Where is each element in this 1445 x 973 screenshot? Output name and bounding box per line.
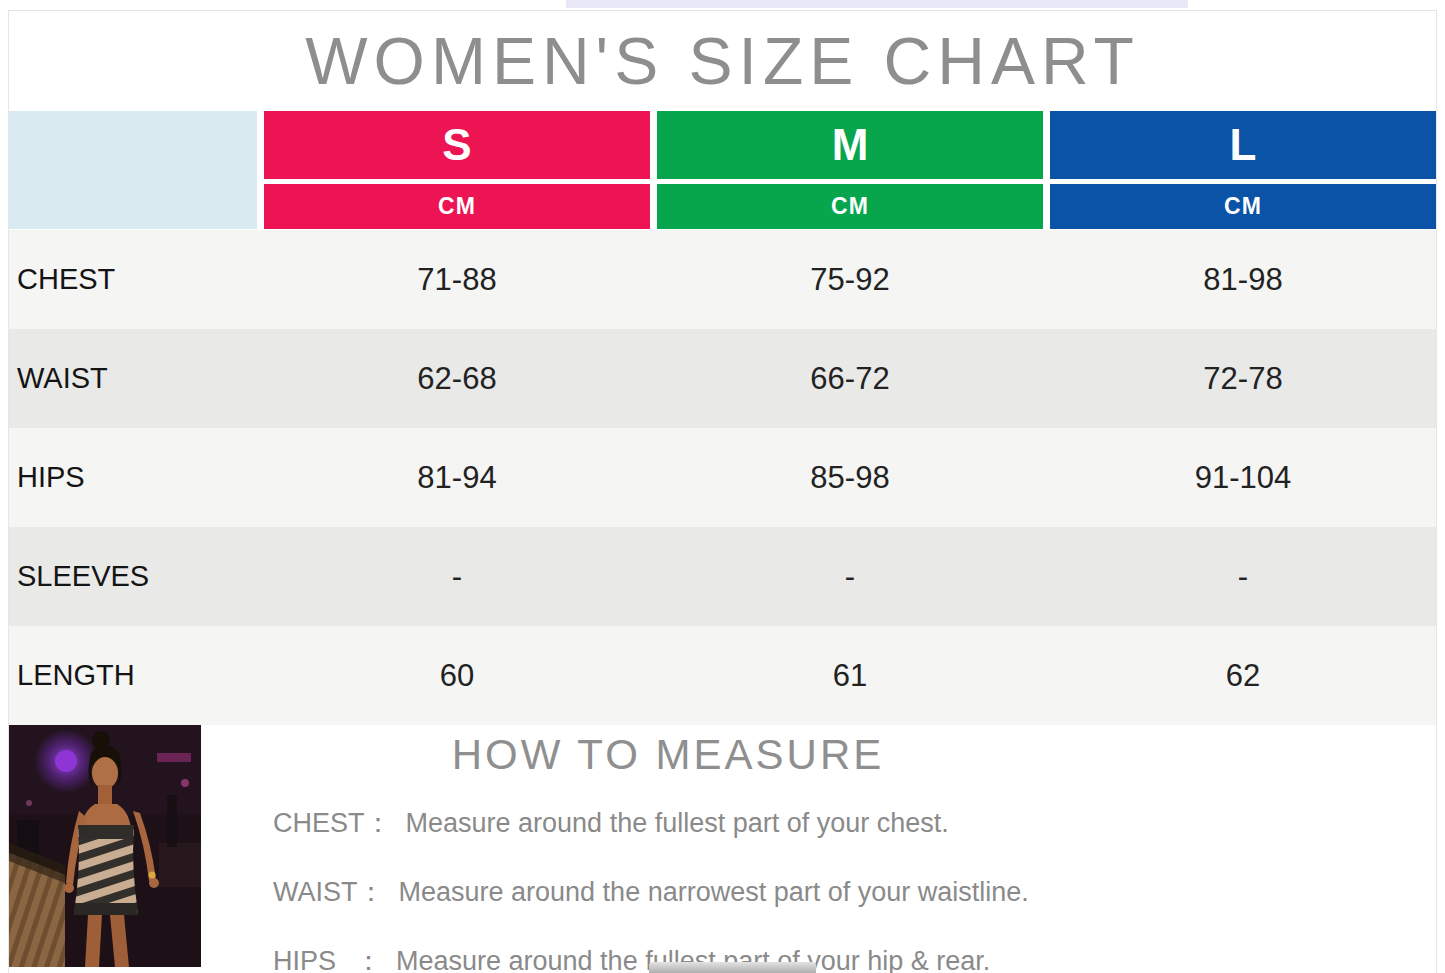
top-edge-strip — [566, 0, 1188, 8]
size-column-m: M CM — [657, 111, 1043, 229]
measure-term: CHEST — [273, 808, 365, 839]
row-label: WAIST — [9, 362, 257, 395]
row-label: HIPS — [9, 461, 257, 494]
cell-hips-l: 91-104 — [1050, 460, 1436, 496]
cell-chest-s: 71-88 — [264, 262, 650, 298]
cell-waist-m: 66-72 — [657, 361, 1043, 397]
cell-length-s: 60 — [264, 658, 650, 694]
measure-item-chest: CHEST： Measure around the fullest part of… — [273, 805, 1063, 841]
unit-label-l: CM — [1224, 193, 1262, 220]
table-row-length: LENGTH 60 61 62 — [9, 626, 1436, 725]
cell-sleeves-s: - — [264, 559, 650, 595]
table-row-sleeves: SLEEVES - - - — [9, 527, 1436, 626]
unit-label-s: CM — [438, 193, 476, 220]
size-label-m: M — [832, 120, 869, 170]
measure-item-waist: WAIST： Measure around the narrowest part … — [273, 874, 1063, 910]
cell-chest-l: 81-98 — [1050, 262, 1436, 298]
table-row-waist: WAIST 62-68 66-72 72-78 — [9, 329, 1436, 428]
cell-waist-l: 72-78 — [1050, 361, 1436, 397]
page-title: WOMEN'S SIZE CHART — [305, 23, 1139, 99]
measure-term: WAIST — [273, 877, 358, 908]
row-label: SLEEVES — [9, 560, 257, 593]
model-photo — [9, 725, 201, 967]
model-photo-illustration — [9, 725, 201, 967]
cell-hips-s: 81-94 — [264, 460, 650, 496]
row-label: LENGTH — [9, 659, 257, 692]
measure-instructions: CHEST：Measure around the fullest part of… — [273, 805, 1063, 973]
unit-label-m: CM — [831, 193, 869, 220]
size-header-m: M — [657, 111, 1043, 179]
size-header-s: S — [264, 111, 650, 179]
unit-header-l: CM — [1050, 184, 1436, 229]
size-chart-page: WOMEN'S SIZE CHART S CM M CM — [0, 0, 1445, 973]
cell-sleeves-m: - — [657, 559, 1043, 595]
measure-term: HIPS — [273, 946, 355, 973]
title-block: WOMEN'S SIZE CHART — [9, 11, 1436, 111]
cell-waist-s: 62-68 — [264, 361, 650, 397]
measure-description: Measure around the fullest part of your … — [406, 808, 949, 838]
cell-length-l: 62 — [1050, 658, 1436, 694]
table-row-chest: CHEST 71-88 75-92 81-98 — [9, 230, 1436, 329]
size-column-l: L CM — [1050, 111, 1436, 229]
size-header-l: L — [1050, 111, 1436, 179]
unit-header-m: CM — [657, 184, 1043, 229]
table-header: S CM M CM L CM — [9, 111, 1436, 229]
bottom-edge-bar — [649, 962, 816, 973]
size-chart-frame: WOMEN'S SIZE CHART S CM M CM — [8, 10, 1437, 973]
cell-length-m: 61 — [657, 658, 1043, 694]
table-row-hips: HIPS 81-94 85-98 91-104 — [9, 428, 1436, 527]
measure-description: Measure around the narrowest part of you… — [399, 877, 1029, 907]
measure-colon: ： — [358, 874, 385, 910]
table-corner-cell — [9, 111, 257, 229]
size-label-s: S — [442, 120, 471, 170]
unit-header-s: CM — [264, 184, 650, 229]
cell-hips-m: 85-98 — [657, 460, 1043, 496]
how-to-measure-block: HOW TO MEASURE CHEST：Measure around the … — [273, 725, 1063, 973]
how-to-measure-section: HOW TO MEASURE CHEST：Measure around the … — [9, 725, 1436, 973]
size-label-l: L — [1230, 120, 1257, 170]
cell-sleeves-l: - — [1050, 559, 1436, 595]
cell-chest-m: 75-92 — [657, 262, 1043, 298]
measure-colon: ： — [365, 805, 392, 841]
size-column-s: S CM — [264, 111, 650, 229]
how-to-measure-title: HOW TO MEASURE — [273, 731, 1063, 779]
row-label: CHEST — [9, 263, 257, 296]
measure-colon: ： — [355, 943, 382, 973]
